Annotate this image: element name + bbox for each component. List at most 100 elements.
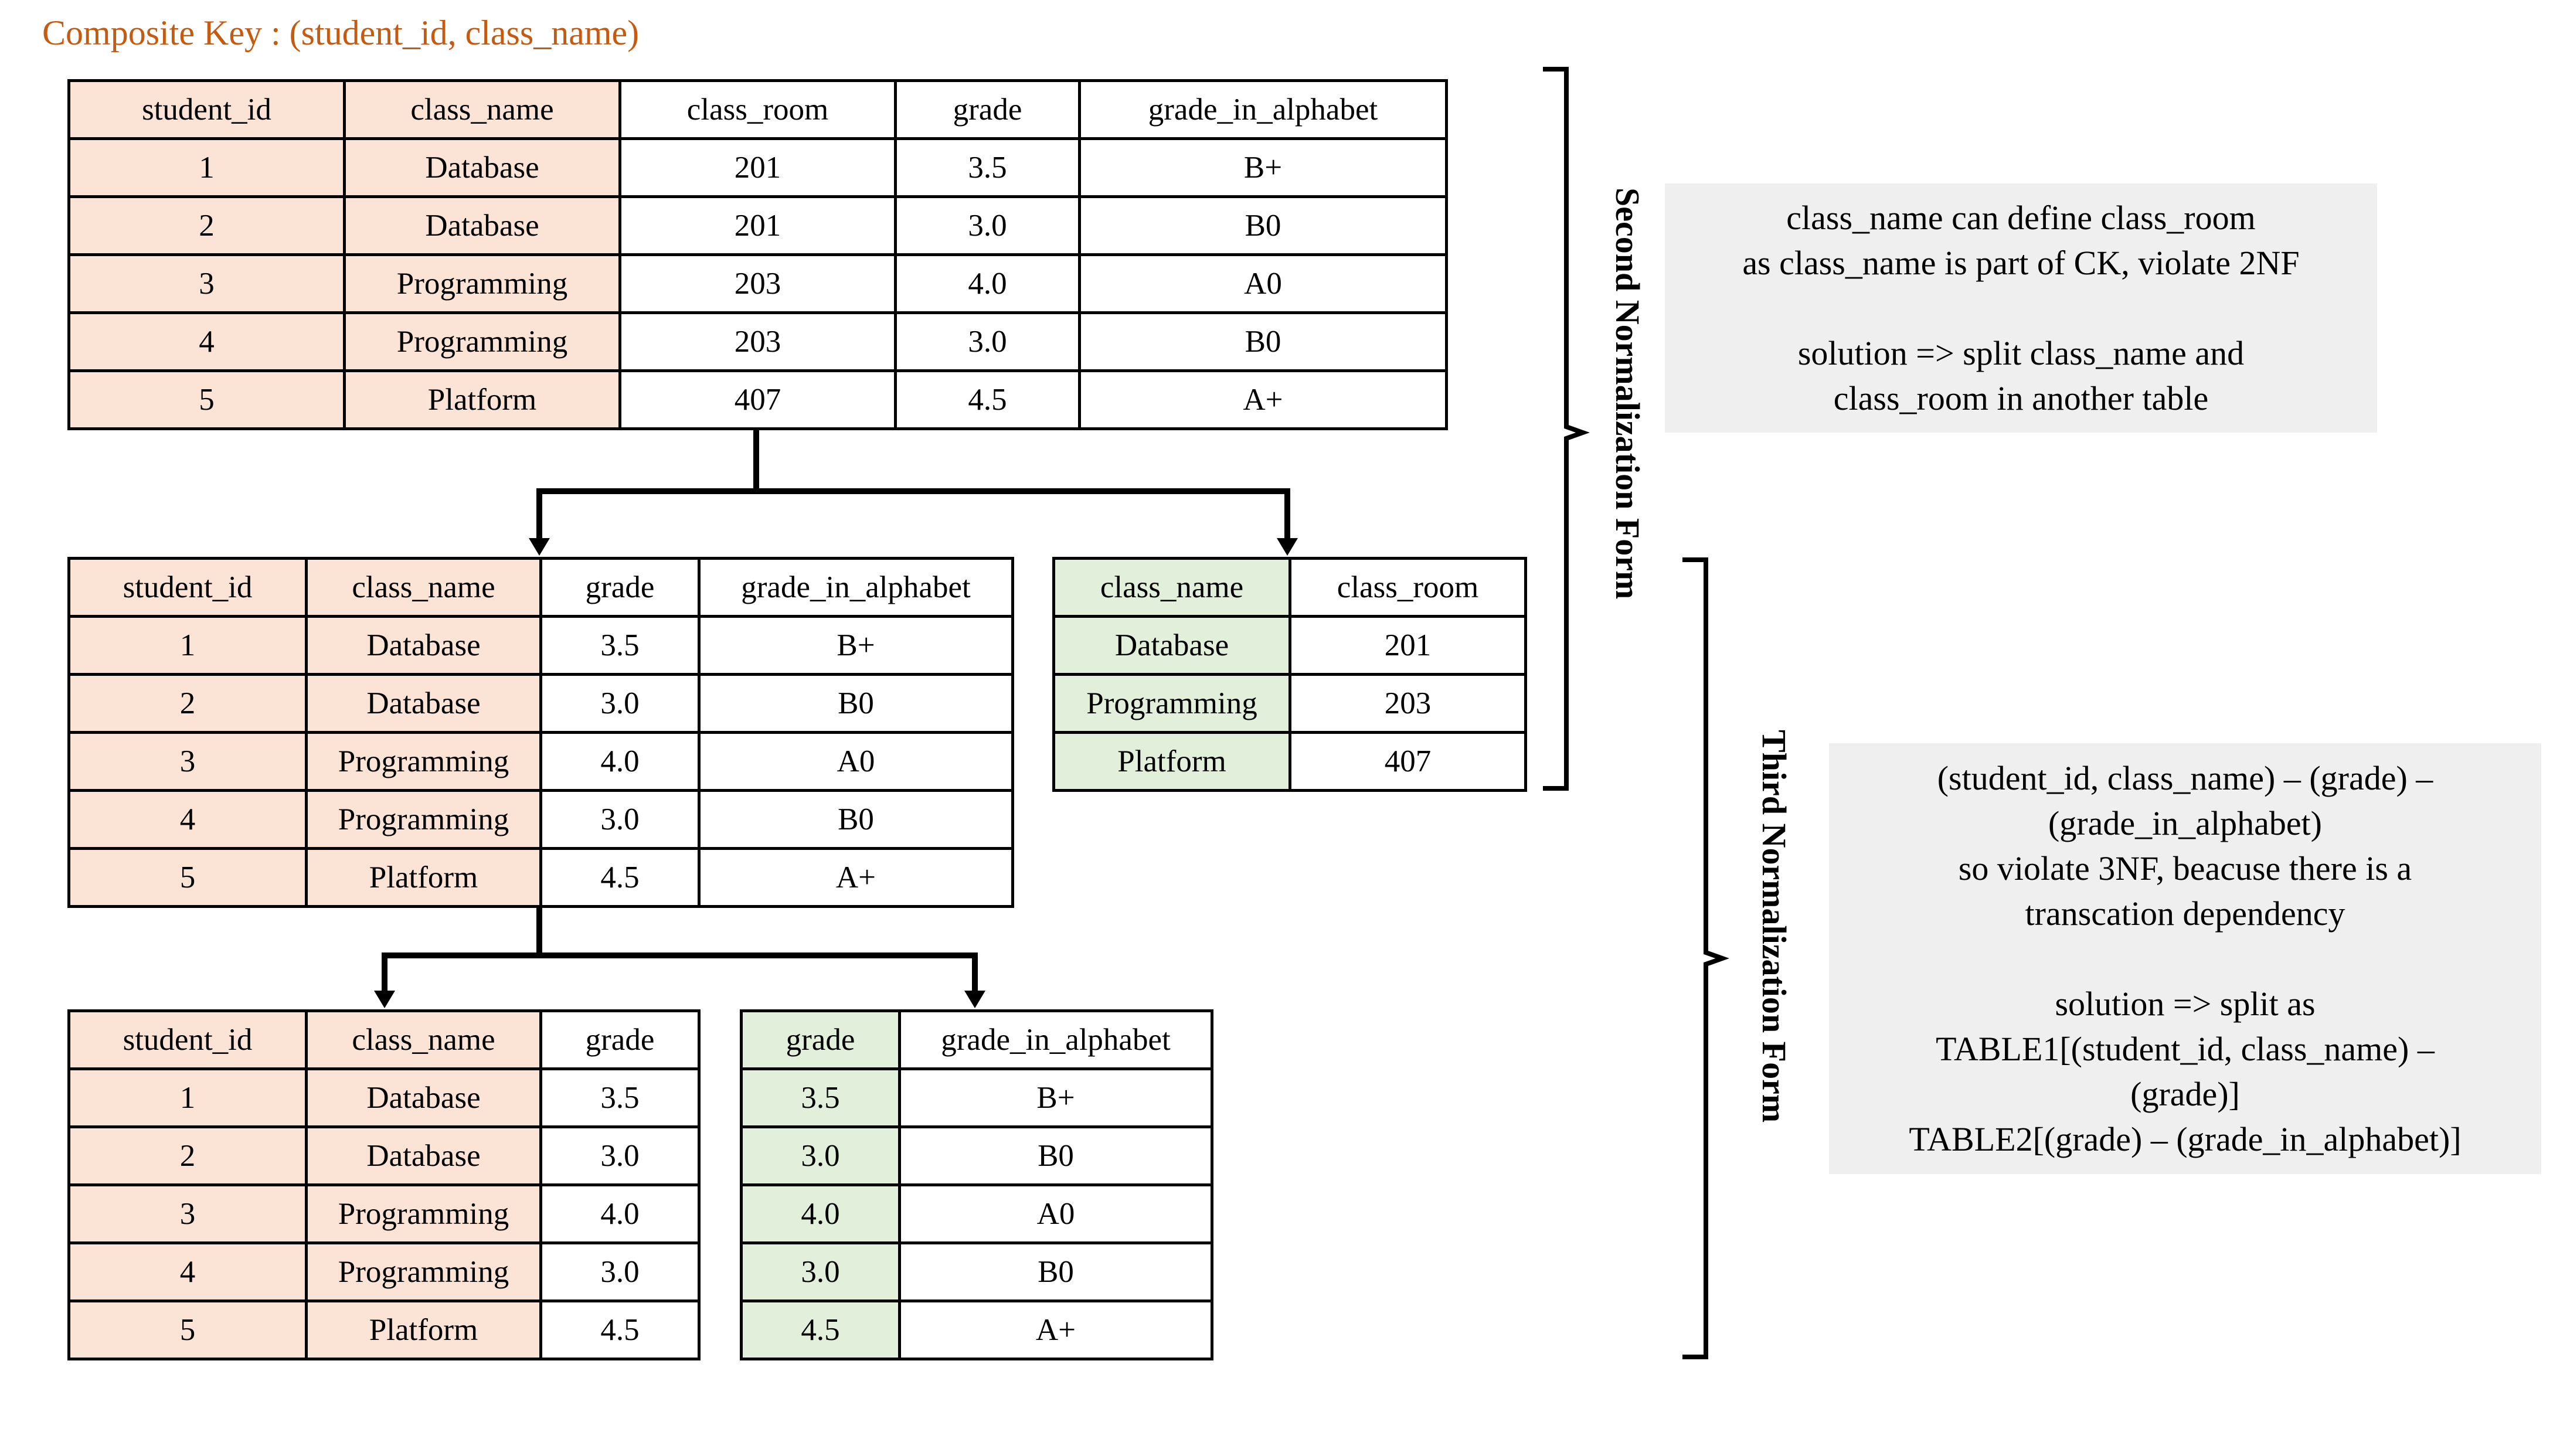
third-nf-note: (student_id, class_name) – (grade) – (gr… (1829, 743, 2541, 1174)
cell-class-room: 201 (618, 195, 897, 256)
table-header-row: student_id class_name grade (67, 1009, 701, 1070)
arrow-head (529, 538, 550, 556)
header-student-id: student_id (67, 557, 308, 618)
cell-grade: 3.0 (740, 1241, 901, 1302)
cell-student-id: 5 (67, 1299, 308, 1360)
table-row: 2 Database 3.0 B0 (67, 673, 1014, 734)
cell-grade: 4.5 (740, 1299, 901, 1360)
header-grade: grade (539, 557, 701, 618)
table-row: Platform 407 (1052, 731, 1527, 792)
note-line: (grade)] (2130, 1075, 2240, 1113)
split-connector-3nf (382, 906, 542, 991)
cell-grade-in-alphabet: A+ (698, 847, 1014, 908)
note-spacer (1665, 285, 2377, 331)
cell-student-id: 2 (67, 673, 308, 734)
cell-class-name: Programming (305, 1241, 542, 1302)
cell-grade: 4.5 (539, 1299, 701, 1360)
header-class-name: class_name (343, 79, 621, 140)
table-row: 4 Programming 203 3.0 B0 (67, 311, 1448, 372)
second-nf-rooms-table: class_name class_room Database 201 Progr… (1052, 557, 1527, 792)
cell-class-name: Database (305, 1125, 542, 1186)
header-student-id: student_id (67, 1009, 308, 1070)
second-nf-note: class_name can define class_room as clas… (1665, 183, 2377, 433)
cell-grade-in-alphabet: B+ (698, 615, 1014, 676)
cell-class-name: Programming (1052, 673, 1291, 734)
arrow-head (964, 991, 985, 1008)
cell-student-id: 1 (67, 137, 346, 198)
cell-grade: 3.0 (894, 195, 1081, 256)
cell-grade: 3.0 (539, 673, 701, 734)
cell-class-name: Database (1052, 615, 1291, 676)
table-row: 4.5 A+ (740, 1299, 1213, 1360)
header-grade-in-alphabet: grade_in_alphabet (698, 557, 1014, 618)
cell-student-id: 4 (67, 1241, 308, 1302)
third-nf-grades-table: student_id class_name grade 1 Database 3… (67, 1009, 701, 1360)
cell-class-name: Programming (305, 731, 542, 792)
note-line: TABLE2[(grade) – (grade_in_alphabet)] (1909, 1120, 2462, 1158)
table-row: 3 Programming 4.0 (67, 1183, 701, 1244)
cell-class-name: Database (305, 615, 542, 676)
cell-grade-in-alphabet: A+ (898, 1299, 1213, 1360)
cell-class-name: Programming (305, 789, 542, 850)
brace-3nf (1682, 557, 1729, 1359)
table-row: 5 Platform 407 4.5 A+ (67, 369, 1448, 430)
cell-student-id: 2 (67, 1125, 308, 1186)
note-line: transcation dependency (2025, 894, 2345, 933)
table-row: Database 201 (1052, 615, 1527, 676)
cell-grade-in-alphabet: B+ (1078, 137, 1448, 198)
cell-grade-in-alphabet: B0 (898, 1241, 1213, 1302)
third-nf-alphabet-table: grade grade_in_alphabet 3.5 B+ 3.0 B0 4.… (740, 1009, 1213, 1360)
header-class-name: class_name (305, 1009, 542, 1070)
cell-student-id: 3 (67, 253, 346, 314)
table-header-row: student_id class_name class_room grade g… (67, 79, 1448, 140)
cell-student-id: 4 (67, 311, 346, 372)
cell-grade: 3.5 (539, 1067, 701, 1128)
note-line: so violate 3NF, beacuse there is a (1958, 849, 2412, 887)
second-nf-grades-table: student_id class_name grade grade_in_alp… (67, 557, 1014, 908)
table-row: 3.0 B0 (740, 1125, 1213, 1186)
table-header-row: class_name class_room (1052, 557, 1527, 618)
cell-grade: 3.0 (539, 789, 701, 850)
cell-class-name: Programming (343, 253, 621, 314)
split-connector-2nf-right (756, 488, 1290, 539)
cell-grade-in-alphabet: B0 (698, 673, 1014, 734)
cell-class-name: Database (305, 1067, 542, 1128)
cell-grade: 3.5 (740, 1067, 901, 1128)
cell-student-id: 1 (67, 1067, 308, 1128)
cell-class-room: 201 (618, 137, 897, 198)
note-line: class_name can define class_room (1786, 199, 2256, 237)
cell-grade-in-alphabet: B+ (898, 1067, 1213, 1128)
note-line: solution => split as (2055, 985, 2316, 1023)
cell-student-id: 3 (67, 1183, 308, 1244)
cell-class-name: Platform (305, 1299, 542, 1360)
cell-grade: 3.0 (894, 311, 1081, 372)
cell-grade: 4.0 (539, 1183, 701, 1244)
table-header-row: grade grade_in_alphabet (740, 1009, 1213, 1070)
cell-class-name: Database (343, 195, 621, 256)
cell-grade-in-alphabet: A0 (1078, 253, 1448, 314)
table-row: 3.0 B0 (740, 1241, 1213, 1302)
cell-grade: 4.0 (539, 731, 701, 792)
cell-class-name: Platform (343, 369, 621, 430)
note-line: as class_name is part of CK, violate 2NF (1742, 244, 2300, 282)
composite-key-title: Composite Key : (student_id, class_name) (42, 13, 640, 52)
cell-grade-in-alphabet: B0 (698, 789, 1014, 850)
header-class-name: class_name (1052, 557, 1291, 618)
cell-grade: 4.0 (894, 253, 1081, 314)
table-row: 3 Programming 203 4.0 A0 (67, 253, 1448, 314)
header-grade: grade (740, 1009, 901, 1070)
cell-class-name: Database (305, 673, 542, 734)
cell-class-room: 203 (618, 311, 897, 372)
cell-student-id: 4 (67, 789, 308, 850)
header-class-name: class_name (305, 557, 542, 618)
split-connector-3nf-right (539, 952, 978, 991)
table-row: 3 Programming 4.0 A0 (67, 731, 1014, 792)
table-row: 1 Database 3.5 B+ (67, 615, 1014, 676)
note-line: (student_id, class_name) – (grade) – (1937, 759, 2433, 797)
cell-grade-in-alphabet: B0 (1078, 195, 1448, 256)
brace-2nf (1543, 67, 1590, 791)
table-row: 4 Programming 3.0 (67, 1241, 701, 1302)
third-nf-label: Third Normalization Form (1755, 730, 1793, 1123)
split-connector-2nf (536, 428, 759, 539)
